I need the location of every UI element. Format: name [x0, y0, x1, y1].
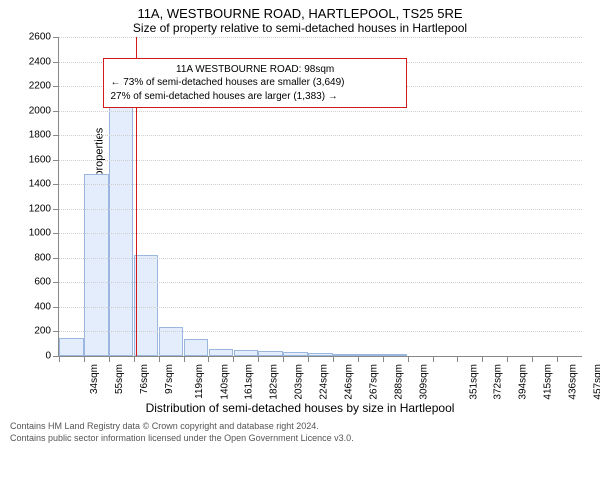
- x-tick: [84, 356, 85, 362]
- gridline: [59, 111, 582, 112]
- gridline: [59, 135, 582, 136]
- histogram-bar: [333, 354, 357, 356]
- y-tick-label: 2000: [29, 105, 59, 116]
- annotation-line: 27% of semi-detached houses are larger (…: [110, 90, 399, 104]
- x-tick: [258, 356, 259, 362]
- page-title-line2: Size of property relative to semi-detach…: [0, 21, 600, 37]
- footer-line-1: Contains HM Land Registry data © Crown c…: [10, 421, 590, 433]
- x-tick-label: 372sqm: [493, 364, 504, 400]
- x-tick-label: 97sqm: [164, 364, 175, 394]
- annotation-line: 11A WESTBOURNE ROAD: 98sqm: [110, 63, 399, 77]
- x-tick: [408, 356, 409, 362]
- y-tick-label: 1600: [29, 154, 59, 165]
- x-tick: [59, 356, 60, 362]
- y-tick-label: 400: [34, 301, 59, 312]
- x-tick: [184, 356, 185, 362]
- x-tick-label: 203sqm: [294, 364, 305, 400]
- x-axis-label: Distribution of semi-detached houses by …: [0, 401, 600, 415]
- x-tick-label: 140sqm: [219, 364, 230, 400]
- x-tick-label: 76sqm: [139, 364, 150, 394]
- x-tick: [333, 356, 334, 362]
- x-tick: [308, 356, 309, 362]
- histogram-bar: [258, 351, 282, 356]
- x-tick-label: 457sqm: [593, 364, 600, 400]
- histogram-bar: [308, 353, 332, 356]
- x-tick-label: 267sqm: [369, 364, 380, 400]
- x-tick-label: 246sqm: [344, 364, 355, 400]
- x-tick-label: 182sqm: [269, 364, 280, 400]
- y-tick-label: 0: [45, 351, 59, 362]
- x-tick: [532, 356, 533, 362]
- y-tick-label: 1200: [29, 203, 59, 214]
- x-tick: [383, 356, 384, 362]
- footer-line-2: Contains public sector information licen…: [10, 433, 590, 445]
- x-tick-label: 55sqm: [114, 364, 125, 394]
- x-tick-label: 394sqm: [518, 364, 529, 400]
- x-tick-label: 436sqm: [568, 364, 579, 400]
- x-tick: [557, 356, 558, 362]
- x-tick-label: 288sqm: [393, 364, 404, 400]
- annotation-box: 11A WESTBOURNE ROAD: 98sqm← 73% of semi-…: [103, 58, 406, 109]
- x-tick-label: 351sqm: [468, 364, 479, 400]
- x-tick: [159, 356, 160, 362]
- y-tick-label: 2200: [29, 81, 59, 92]
- footer-attribution: Contains HM Land Registry data © Crown c…: [0, 415, 600, 444]
- y-tick-label: 800: [34, 252, 59, 263]
- page-title-line1: 11A, WESTBOURNE ROAD, HARTLEPOOL, TS25 5…: [0, 0, 600, 21]
- gridline: [59, 258, 582, 259]
- histogram-bar: [283, 352, 307, 356]
- histogram-bar: [383, 354, 407, 356]
- x-tick: [482, 356, 483, 362]
- histogram-bar: [234, 350, 258, 356]
- plot-area: 0200400600800100012001400160018002000220…: [58, 37, 582, 357]
- gridline: [59, 37, 582, 38]
- histogram-bar: [358, 354, 382, 356]
- x-tick: [109, 356, 110, 362]
- histogram-bar: [209, 349, 233, 356]
- annotation-line: ← 73% of semi-detached houses are smalle…: [110, 76, 399, 90]
- gridline: [59, 233, 582, 234]
- gridline: [59, 307, 582, 308]
- histogram-bar: [84, 174, 108, 356]
- x-tick-label: 119sqm: [193, 364, 204, 399]
- gridline: [59, 282, 582, 283]
- x-tick: [358, 356, 359, 362]
- histogram-bar: [59, 338, 83, 356]
- gridline: [59, 331, 582, 332]
- y-tick-label: 200: [34, 326, 59, 337]
- x-tick: [134, 356, 135, 362]
- gridline: [59, 184, 582, 185]
- gridline: [59, 209, 582, 210]
- y-tick-label: 1400: [29, 179, 59, 190]
- y-tick-label: 600: [34, 277, 59, 288]
- gridline: [59, 160, 582, 161]
- x-tick: [507, 356, 508, 362]
- histogram-bar: [184, 339, 208, 356]
- y-tick-label: 1800: [29, 130, 59, 141]
- y-tick-label: 2600: [29, 32, 59, 43]
- x-tick: [233, 356, 234, 362]
- x-tick-label: 34sqm: [89, 364, 100, 394]
- x-tick-label: 224sqm: [319, 364, 330, 400]
- x-tick-label: 161sqm: [244, 364, 255, 400]
- x-tick: [433, 356, 434, 362]
- histogram-bar: [134, 255, 158, 356]
- histogram-chart: Number of semi-detached properties 02004…: [58, 37, 582, 397]
- x-tick: [457, 356, 458, 362]
- x-tick: [283, 356, 284, 362]
- y-tick-label: 2400: [29, 56, 59, 67]
- x-tick-label: 309sqm: [418, 364, 429, 400]
- histogram-bar: [109, 106, 133, 356]
- x-tick-label: 415sqm: [543, 364, 554, 400]
- x-tick: [208, 356, 209, 362]
- y-tick-label: 1000: [29, 228, 59, 239]
